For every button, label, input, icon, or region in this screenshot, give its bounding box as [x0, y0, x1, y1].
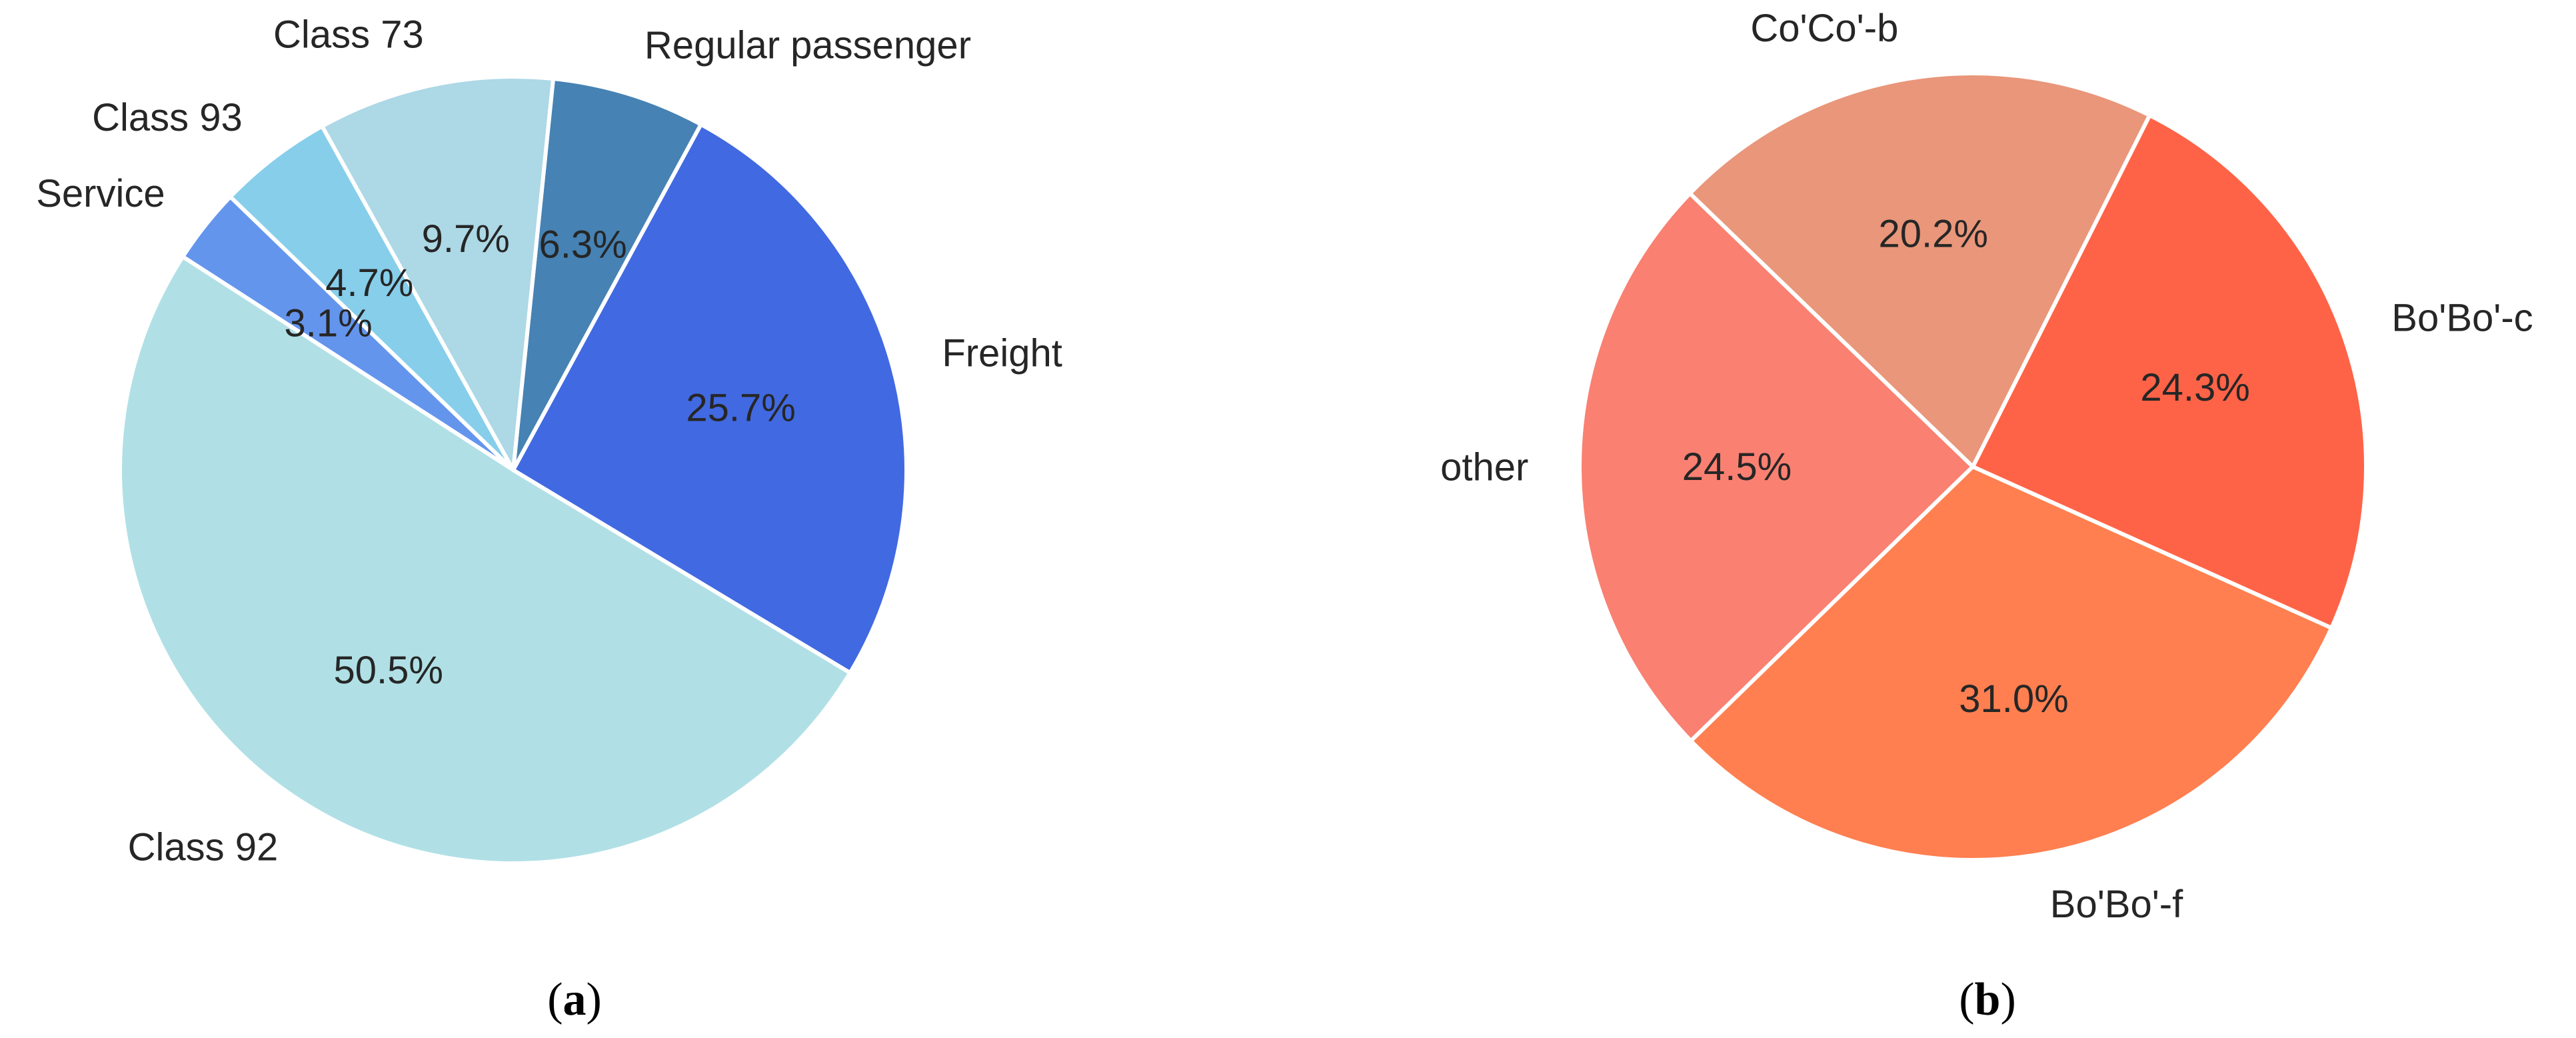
pie-slice-class-73 [320, 75, 556, 472]
pct-label-co-co-b: 20.2% [1878, 212, 1987, 255]
slice-label-bo-bo-f: Bo'Bo'-f [2050, 883, 2183, 926]
slice-label-class-93: Class 93 [92, 96, 243, 139]
slice-label-regular-passenger: Regular passenger [644, 24, 971, 67]
pie-slice-class-92 [118, 255, 852, 865]
pie-slice-freight [511, 122, 908, 675]
pie-slice-regular-passenger [511, 77, 703, 472]
caption-a: (a) [547, 974, 602, 1025]
pie-slice-bo-bo-f [1689, 465, 2334, 862]
slice-label-class-73: Class 73 [273, 13, 424, 56]
caption-b: (b) [1959, 974, 2016, 1025]
pct-label-bo-bo-c: 24.3% [2140, 366, 2249, 409]
caption-a-letter: a [563, 974, 587, 1025]
pct-label-class-73: 9.7% [422, 217, 510, 261]
pie-slice-co-co-b [1688, 71, 2152, 469]
pct-label-other: 24.5% [1682, 445, 1792, 489]
pie-chart-b: 24.5% other 31.0% Bo'Bo'-f 24.3% Bo'Bo'-c 20.2… [1440, 7, 2533, 926]
pct-label-class-92: 50.5% [333, 649, 443, 692]
pie-slice-class-93 [228, 124, 515, 472]
pct-label-regular-passenger: 6.3% [539, 223, 627, 266]
slice-label-co-co-b: Co'Co'-b [1750, 7, 1898, 50]
pie-slice-bo-bo-c [1971, 113, 2368, 630]
slice-label-service: Service [36, 172, 165, 215]
pct-label-service: 3.1% [285, 302, 373, 345]
pie-chart-a: 3.1% Service 50.5% Class 92 25.7% Freight 6.3%… [36, 13, 1062, 869]
slice-label-class-92: Class 92 [128, 825, 279, 869]
slice-label-bo-bo-c: Bo'Bo'-c [2391, 297, 2533, 340]
pct-label-bo-bo-f: 31.0% [1959, 677, 2068, 721]
slice-label-freight: Freight [942, 331, 1062, 375]
pie-slice-other [1578, 191, 1975, 743]
pct-label-class-93: 4.7% [325, 261, 413, 305]
caption-b-letter: b [1975, 974, 2001, 1025]
slice-label-other: other [1440, 446, 1528, 489]
pct-label-freight: 25.7% [686, 387, 795, 430]
